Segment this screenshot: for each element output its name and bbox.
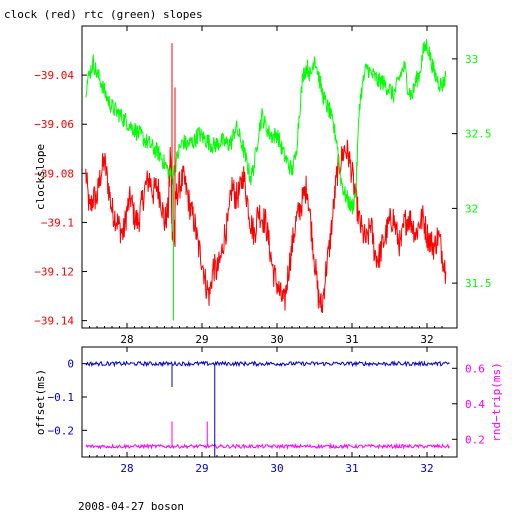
x-tick-label: 32 [420,333,433,346]
y-tick-label: −0.1 [48,391,75,404]
y-tick-label: −39.14 [34,315,74,328]
y-right-tick-label: 0.6 [465,362,485,375]
y-right-tick-label: 0.2 [465,433,485,446]
y-right-tick-label: 0.4 [465,398,485,411]
y-axis-label: clockslope [34,144,47,210]
y-tick-label: −39.1 [41,216,74,229]
bottom-plot: 28 29 30 31 32 0 −0.1 −0.2 0.6 0.4 0.2 offset(ms) rn… [34,347,503,475]
y-right-tick-label: 32.5 [465,128,492,141]
rndtrip-series [85,442,450,450]
y-tick-label: −39.12 [34,266,74,279]
y-right-tick-label: 33 [465,53,478,66]
y-right-tick-label: 32 [465,202,478,215]
x-tick-label: 31 [345,333,358,346]
y-tick-label: 0 [67,358,74,371]
y-right-tick-label: 31.5 [465,277,492,290]
y-tick-label: −39.08 [34,167,74,180]
footer-label: 2008-04-27 boson [78,500,184,513]
x-tick-label: 32 [420,462,433,475]
x-tick-label: 31 [345,462,358,475]
y-tick-label: −39.04 [34,69,74,82]
x-tick-label: 30 [270,462,283,475]
y-tick-label: −0.2 [48,424,75,437]
clock-slope-series [85,139,447,314]
x-tick-label: 29 [195,462,208,475]
top-plot-frame [81,25,458,329]
x-tick-label: 30 [270,333,283,346]
top-plot: 28 29 30 31 32 −39.04 −39.06 −39.08 −39.1 −39.12 −… [34,26,492,346]
offset-series [85,360,450,368]
x-tick-label: 29 [195,333,208,346]
y-axis-label-offset: offset(ms) [34,369,47,435]
x-tick-label: 28 [120,462,133,475]
y-tick-label: −39.06 [34,118,74,131]
x-tick-label: 28 [120,333,133,346]
rtc-slope-series [85,39,447,215]
y-axis-label-rndtrip: rnd−trip(ms) [490,362,503,441]
chart-title: clock (red) rtc (green) slopes [4,8,203,21]
